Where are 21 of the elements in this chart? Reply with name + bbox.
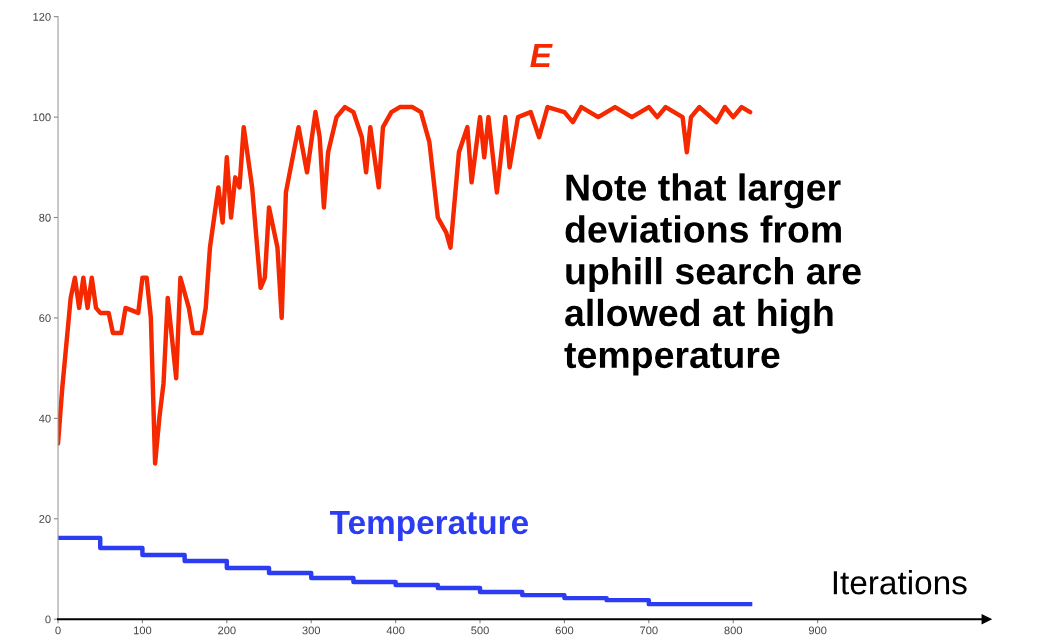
- x-tick-label: 900: [808, 626, 827, 635]
- y-tick-label: 20: [39, 515, 51, 523]
- x-tick-label: 500: [471, 626, 489, 635]
- x-axis-title: Iterations: [833, 570, 967, 595]
- series-label: Temperature: [330, 511, 528, 541]
- x-tick-label: 100: [134, 626, 152, 635]
- x-tick-label: 700: [640, 626, 658, 635]
- x-tick-label: 400: [386, 626, 405, 635]
- annotation: Note that larger deviations from uphill search are allowed at high temperature: [564, 173, 861, 376]
- y-tick-label: 60: [39, 314, 51, 323]
- y-tick-label: 80: [39, 213, 51, 222]
- x-tick-label: 600: [555, 626, 574, 635]
- x-tick-label: 300: [302, 626, 321, 635]
- y-tick-label: 40: [38, 414, 51, 423]
- series-label: E: [530, 44, 553, 67]
- y-tick-label: 0: [45, 615, 51, 624]
- y-tick-label: 100: [33, 113, 51, 122]
- y-tick-label: 120: [33, 12, 51, 21]
- x-tick-label: 800: [724, 626, 743, 635]
- x-tick-label: 200: [218, 626, 236, 635]
- x-tick-label: 0: [55, 626, 61, 635]
